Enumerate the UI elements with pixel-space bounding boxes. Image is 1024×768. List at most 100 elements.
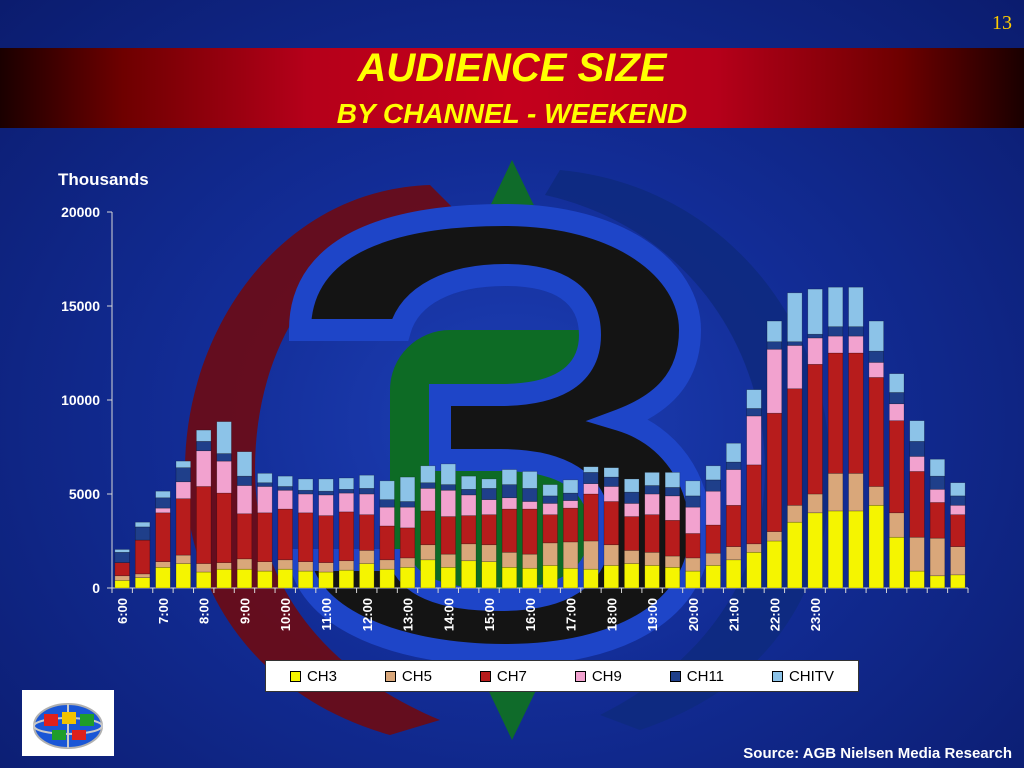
bar-segment-ch3 [175, 563, 191, 589]
bar-segment-ch5 [583, 540, 599, 570]
bar-segment-chitv [766, 320, 783, 343]
bar-segment-ch7 [196, 486, 212, 564]
bar-segment-chitv [562, 479, 579, 494]
bar-segment-ch9 [257, 486, 273, 514]
slide-subtitle: BY CHANNEL - WEEKEND [336, 98, 688, 129]
bar-segment-ch7 [868, 377, 884, 487]
bar-segment-ch9 [889, 403, 905, 421]
bar-segment-ch5 [461, 543, 477, 562]
bar-segment-ch9 [359, 493, 375, 515]
bar-segment-ch9 [766, 348, 783, 414]
x-tick-label: 22:00 [767, 598, 782, 631]
x-tick-label: 15:00 [482, 598, 497, 631]
bar-segment-ch7 [644, 514, 660, 553]
legend-label: CH9 [591, 667, 622, 685]
bar-segment-ch11 [603, 476, 619, 487]
bar-segment-ch11 [196, 441, 212, 452]
bar-segment-ch3 [216, 568, 232, 589]
bar-segment-ch11 [399, 501, 416, 508]
bar-segment-ch3 [277, 568, 293, 589]
bar-segment-ch5 [746, 543, 762, 553]
bar-segment-ch5 [909, 536, 925, 572]
bar-segment-ch7 [848, 352, 864, 474]
x-tick-label: 14:00 [441, 598, 456, 631]
bar-segment-ch5 [481, 544, 497, 562]
x-tick-label: 12:00 [360, 598, 375, 631]
y-tick-label: 0 [92, 580, 100, 596]
bar-segment-ch9 [725, 469, 742, 506]
x-tick-label: 7:00 [156, 598, 171, 624]
bar-segment-ch9 [664, 495, 681, 521]
bar-segment-chitv [787, 292, 803, 343]
bar-segment-chitv [175, 460, 191, 468]
bar-segment-chitv [338, 477, 355, 490]
bar-segment-ch11 [257, 482, 273, 487]
bar-segment-ch7 [216, 492, 232, 563]
bar-segment-ch5 [175, 554, 191, 564]
bar-segment-ch3 [889, 536, 905, 589]
bar-segment-ch11 [725, 461, 742, 470]
bar-segment-ch5 [603, 544, 619, 566]
bar-segment-ch7 [624, 516, 640, 551]
bar-segment-ch7 [522, 508, 538, 555]
bar-segment-ch9 [562, 500, 579, 509]
bar-segment-ch9 [542, 503, 558, 515]
x-tick-label: 11:00 [319, 598, 334, 631]
x-tick-label: 20:00 [686, 598, 701, 631]
bar-segment-ch3 [359, 563, 375, 589]
bar-segment-ch9 [705, 490, 721, 526]
x-tick-label: 21:00 [727, 598, 742, 631]
bar-segment-ch3 [848, 510, 864, 589]
bar-segment-ch7 [929, 502, 946, 539]
bar-segment-ch7 [440, 516, 456, 555]
bar-segment-ch3 [950, 574, 966, 589]
x-tick-label: 8:00 [197, 598, 212, 624]
bar-segment-chitv [725, 442, 742, 463]
bar-segment-ch11 [807, 333, 823, 339]
bar-segment-ch7 [746, 464, 762, 545]
bar-segment-ch11 [827, 326, 844, 337]
bar-segment-ch7 [725, 504, 742, 547]
bar-segment-ch7 [562, 507, 579, 543]
bar-segment-chitv [909, 420, 925, 442]
bar-segment-ch7 [950, 514, 966, 547]
bar-segment-ch3 [705, 565, 721, 589]
bar-segment-ch7 [134, 539, 151, 575]
bar-segment-ch7 [277, 508, 293, 561]
bar-segment-ch9 [461, 494, 477, 516]
bar-segment-ch7 [542, 514, 558, 544]
bar-segment-ch11 [705, 479, 721, 492]
bar-segment-ch3 [583, 568, 599, 589]
bar-segment-ch5 [318, 562, 334, 573]
legend-swatch [384, 670, 396, 682]
bar-segment-ch9 [868, 362, 884, 378]
bar-segment-chitv [868, 320, 884, 352]
bar-segment-ch9 [297, 493, 314, 514]
bar-segment-ch9 [318, 494, 334, 516]
bar-segment-ch7 [155, 512, 171, 562]
bar-segment-ch11 [848, 326, 864, 337]
bar-segment-ch3 [868, 504, 884, 589]
bar-segment-ch11 [562, 492, 579, 501]
bar-segment-ch9 [603, 486, 619, 502]
y-tick-label: 15000 [61, 298, 100, 314]
bar-segment-ch5 [359, 550, 375, 564]
bar-segment-ch5 [624, 550, 640, 564]
bar-segment-ch7 [175, 498, 191, 556]
bar-segment-ch9 [155, 507, 171, 514]
bar-segment-ch7 [338, 511, 355, 562]
bar-segment-ch3 [624, 563, 640, 589]
bar-segment-ch11 [155, 497, 171, 509]
bar-segment-ch3 [461, 560, 477, 589]
bar-segment-ch7 [399, 527, 416, 559]
bar-segment-ch11 [929, 475, 946, 490]
legend-swatch [289, 670, 301, 682]
bar-segment-ch5 [868, 486, 884, 506]
bar-segment-chitv [746, 389, 762, 409]
bar-segment-chitv [399, 476, 416, 502]
bar-segment-ch3 [257, 570, 273, 589]
bar-segment-ch3 [787, 521, 803, 589]
bar-segment-ch5 [379, 559, 395, 570]
bar-segment-ch7 [664, 520, 681, 557]
bar-segment-ch5 [542, 542, 558, 566]
